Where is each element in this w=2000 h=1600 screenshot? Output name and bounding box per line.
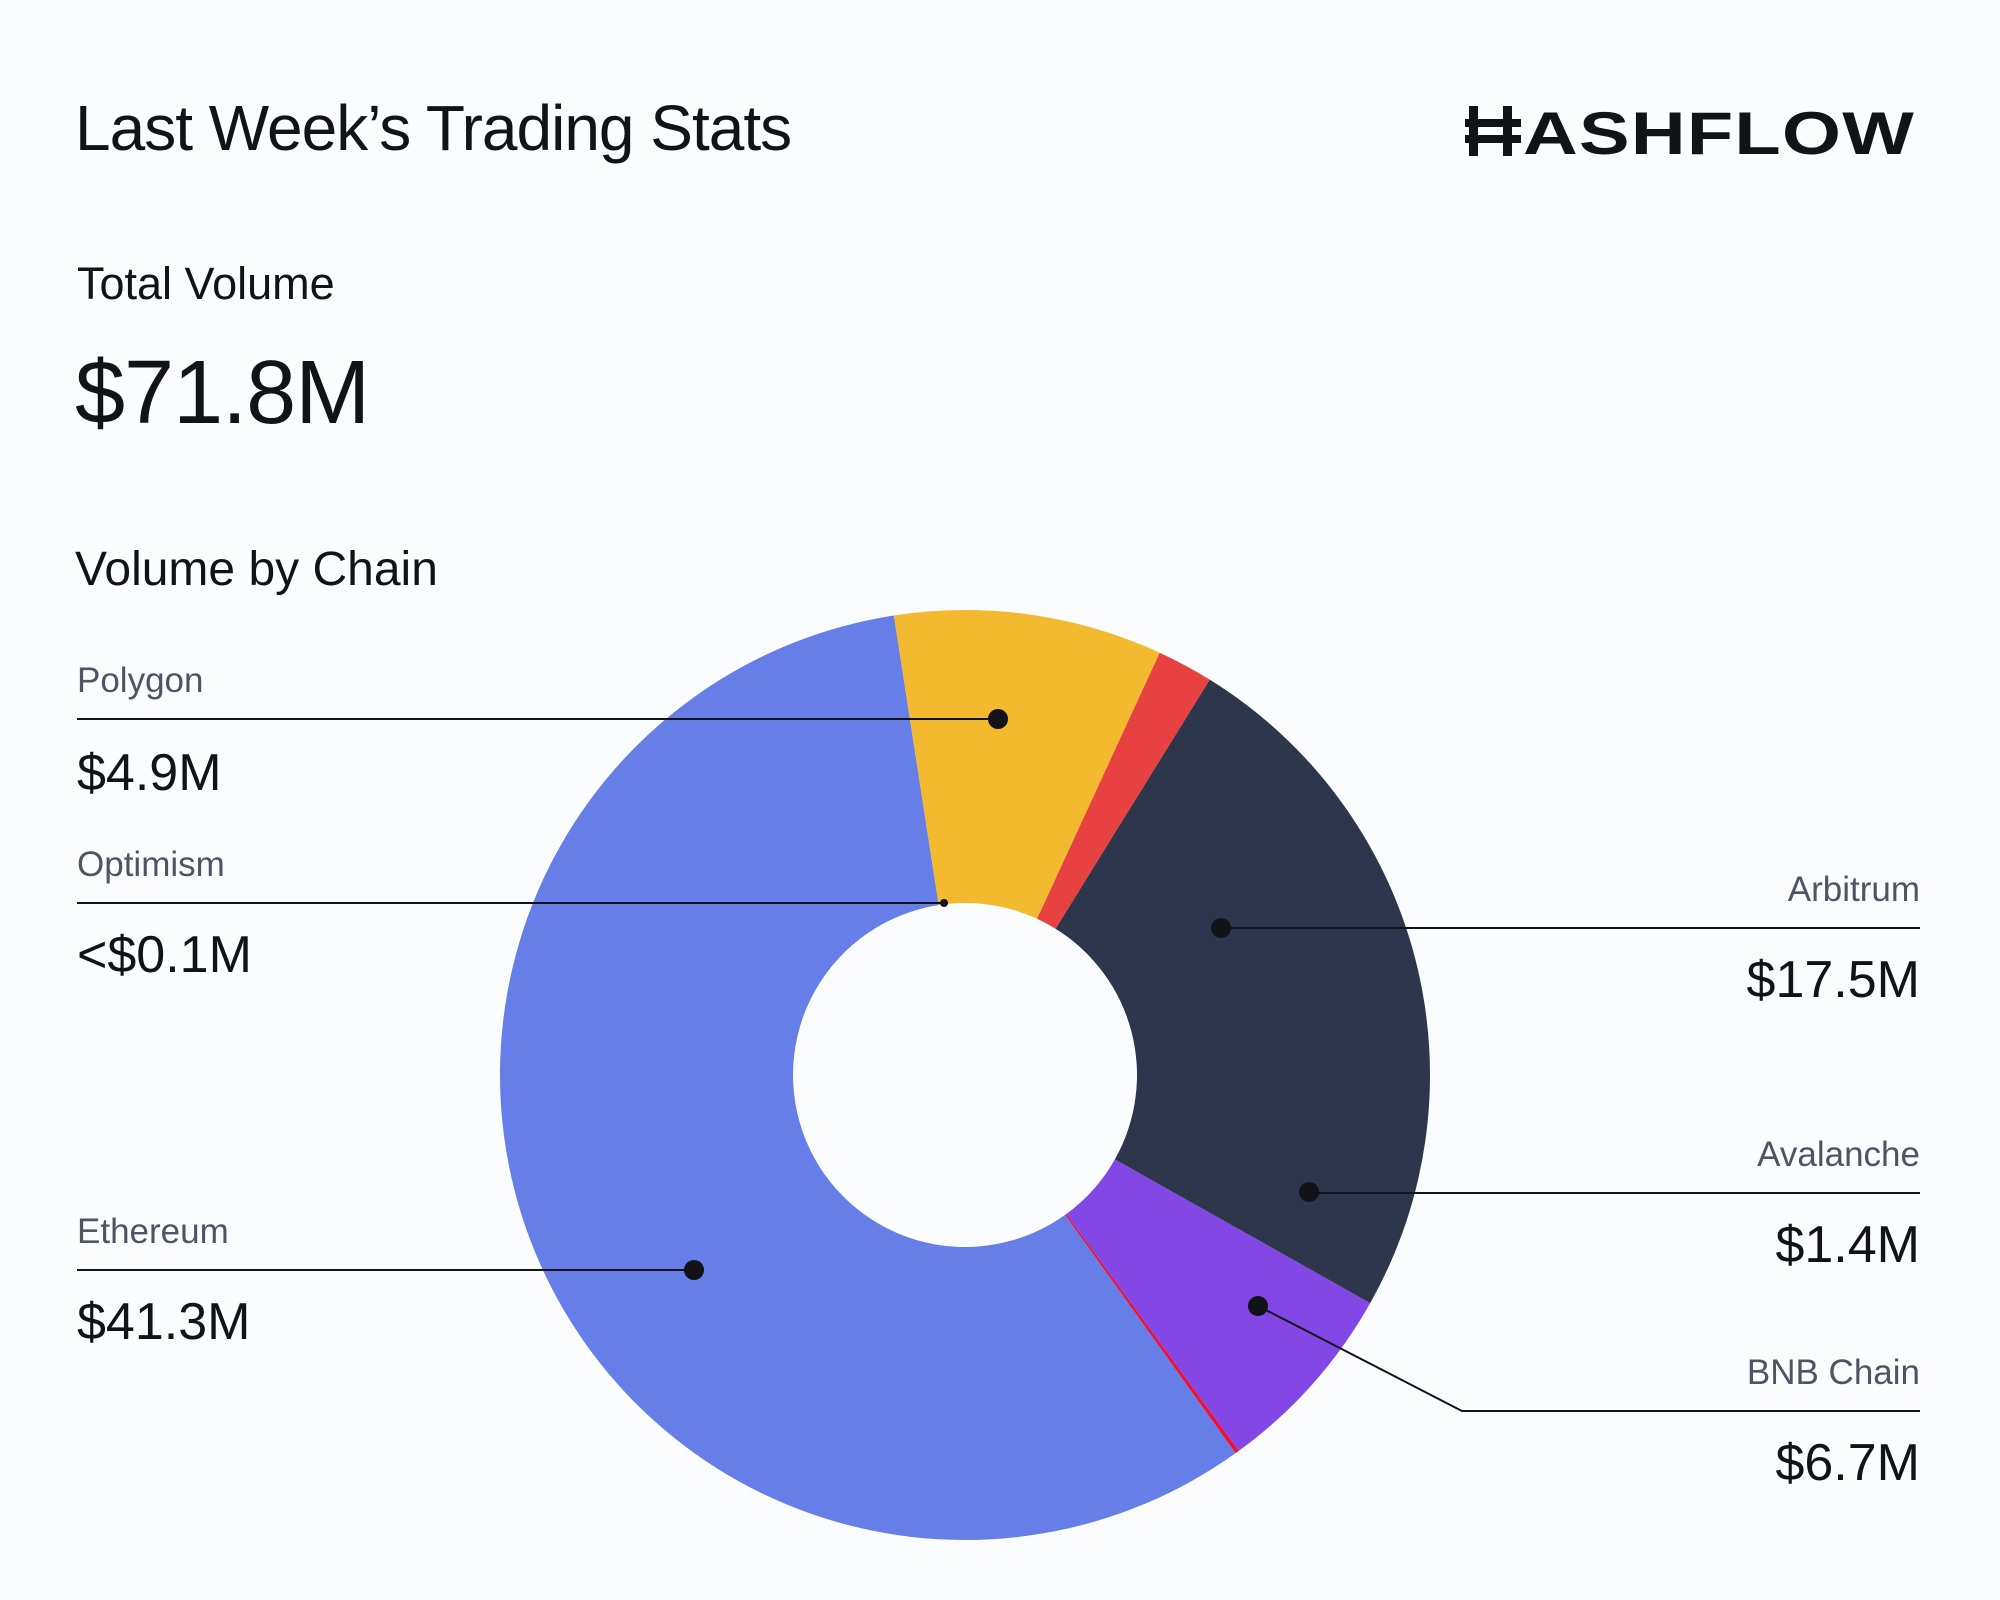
legend-name-arbitrum: Arbitrum [1788, 870, 1920, 909]
marker-dot-optimism [940, 899, 948, 907]
hash-glyph-icon [1465, 106, 1521, 156]
slice-avalanche [1037, 652, 1210, 929]
slice-ethereum [500, 615, 1236, 1540]
marker-dot-bnb-chain [1248, 1296, 1268, 1316]
legend-name-ethereum: Ethereum [77, 1212, 229, 1251]
brand-logo: ASHFLOW [1465, 100, 1915, 160]
marker-dot-polygon [988, 709, 1008, 729]
brand-wordmark: ASHFLOW [1523, 100, 1915, 160]
legend-name-avalanche: Avalanche [1757, 1135, 1920, 1174]
donut-slices [500, 610, 1430, 1540]
chart-title: Volume by Chain [75, 543, 438, 596]
callouts: Ethereum $41.3M Optimism <$0.1M Polygon $4.9M… [77, 661, 1920, 1492]
slice-optimism [1065, 1213, 1239, 1454]
total-volume-label: Total Volume [77, 258, 335, 309]
data-label-arbitrum: $17.5M [1747, 951, 1920, 1009]
legend-name-bnb-chain: BNB Chain [1747, 1353, 1920, 1392]
data-label-ethereum: $41.3M [77, 1293, 250, 1351]
marker-dot-ethereum [684, 1260, 704, 1280]
slice-bnb-chain [893, 610, 1160, 919]
page-title: Last Week’s Trading Stats [75, 92, 792, 164]
data-label-polygon: $4.9M [77, 744, 222, 802]
slice-arbitrum [1055, 679, 1430, 1304]
legend-name-optimism: Optimism [77, 845, 225, 884]
data-label-bnb-chain: $6.7M [1775, 1434, 1920, 1492]
marker-dot-avalanche [1299, 1182, 1319, 1202]
data-label-avalanche: $1.4M [1775, 1216, 1920, 1274]
marker-dot-arbitrum [1211, 918, 1231, 938]
total-volume-value: $71.8M [75, 343, 370, 443]
data-label-optimism: <$0.1M [77, 926, 252, 984]
legend-name-polygon: Polygon [77, 661, 203, 700]
leader-line-bnb-chain [1257, 1305, 1920, 1412]
slice-polygon [1066, 1159, 1371, 1451]
